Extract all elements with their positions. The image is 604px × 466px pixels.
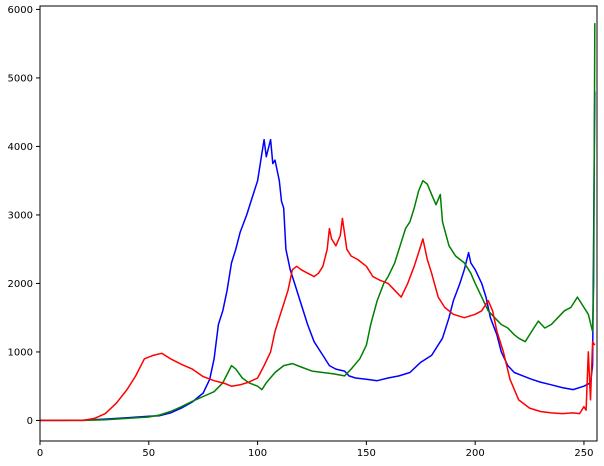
y-tick-label: 4000	[8, 142, 33, 153]
y-tick-label: 2000	[8, 279, 33, 290]
x-tick-label: 50	[142, 448, 155, 459]
x-tick-label: 100	[248, 448, 267, 459]
x-axis: 0 50 100 150 200 250	[37, 441, 593, 459]
y-tick-label: 0	[27, 416, 33, 427]
x-tick-label: 250	[574, 448, 593, 459]
y-axis: 0 1000 2000 3000 4000 5000 6000	[8, 5, 40, 427]
series-line-1	[40, 23, 596, 422]
y-tick-label: 3000	[8, 210, 33, 221]
y-tick-label: 1000	[8, 347, 33, 358]
x-tick-label: 150	[357, 448, 376, 459]
series-line-0	[40, 91, 596, 422]
plot-frame	[39, 5, 598, 442]
plot-lines	[40, 23, 596, 422]
series-line-2	[40, 217, 596, 422]
x-tick-label: 200	[466, 448, 485, 459]
x-tick-label: 0	[37, 448, 43, 459]
y-tick-label: 5000	[8, 73, 33, 84]
y-tick-label: 6000	[8, 5, 33, 16]
